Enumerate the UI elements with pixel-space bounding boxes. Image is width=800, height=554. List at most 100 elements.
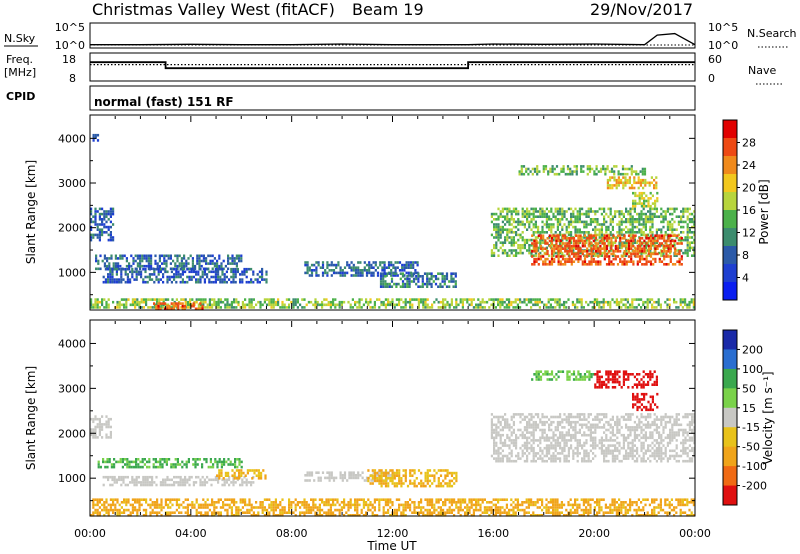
heatmap-cell [537, 246, 540, 250]
heatmap-cell [98, 231, 101, 234]
heatmap-cell [590, 242, 593, 245]
heatmap-cell [191, 506, 194, 509]
heatmap-cell [92, 233, 95, 237]
heatmap-cell [96, 436, 99, 439]
heatmap-cell [376, 471, 379, 475]
heatmap-cell [112, 236, 115, 239]
heatmap-cell [521, 501, 524, 504]
heatmap-cell [179, 273, 182, 276]
heatmap-cell [185, 465, 188, 469]
heatmap-cell [401, 263, 404, 267]
heatmap-cell [607, 215, 610, 218]
heatmap-cell [125, 501, 128, 504]
heatmap-cell [567, 233, 570, 237]
heatmap-cell [238, 469, 241, 472]
heatmap-cell [597, 255, 600, 258]
heatmap-cell [133, 478, 136, 482]
heatmap-cell [648, 300, 651, 304]
heatmap-cell [400, 306, 403, 309]
heatmap-cell [630, 167, 633, 171]
heatmap-cell [490, 506, 493, 509]
heatmap-cell [634, 250, 637, 253]
heatmap-cell [197, 303, 200, 307]
heatmap-cell [368, 271, 371, 275]
heatmap-cell [129, 481, 132, 484]
heatmap-cell [153, 506, 156, 509]
heatmap-cell [169, 498, 172, 501]
heatmap-cell [430, 277, 433, 281]
heatmap-cell [321, 498, 324, 501]
heatmap-cell [582, 306, 585, 309]
heatmap-cell [641, 250, 644, 253]
heatmap-cell [459, 300, 462, 304]
heatmap-cell [112, 207, 115, 211]
heatmap-cell [629, 218, 632, 221]
heatmap-cell [158, 259, 161, 263]
heatmap-cell [200, 264, 203, 268]
heatmap-cell [558, 172, 561, 176]
heatmap-cell [506, 238, 509, 242]
heatmap-cell [450, 272, 453, 275]
heatmap-cell [550, 252, 554, 256]
heatmap-cell [153, 511, 156, 514]
heatmap-cell [417, 506, 420, 509]
heatmap-cell [555, 255, 558, 258]
heatmap-cell [649, 197, 652, 200]
heatmap-cell [157, 304, 160, 308]
heatmap-cell [523, 215, 526, 218]
heatmap-cell [163, 254, 166, 258]
heatmap-cell [536, 298, 539, 301]
heatmap-cell [317, 479, 320, 482]
heatmap-cell [530, 228, 533, 231]
heatmap-cell [101, 231, 104, 234]
heatmap-cell [616, 255, 620, 258]
heatmap-cell [142, 483, 145, 487]
heatmap-cell [598, 228, 601, 231]
heatmap-cell [635, 298, 638, 301]
heatmap-cell [217, 475, 220, 479]
heatmap-cell [401, 266, 404, 269]
heatmap-cell [417, 280, 420, 283]
heatmap-cell [382, 282, 385, 286]
heatmap-cell [354, 508, 357, 512]
heatmap-cell [213, 257, 216, 260]
heatmap-cell [647, 237, 650, 240]
heatmap-cell [389, 469, 392, 472]
heatmap-cell [332, 303, 335, 307]
heatmap-cell [574, 215, 577, 218]
heatmap-cell [113, 278, 116, 281]
heatmap-cell [620, 298, 623, 301]
heatmap-cell [409, 303, 412, 307]
heatmap-cell [503, 508, 506, 512]
heatmap-cell [214, 273, 217, 276]
heatmap-cell [586, 167, 589, 171]
heatmap-cell [593, 306, 596, 309]
heatmap-cell [393, 306, 396, 309]
heatmap-cell [454, 280, 457, 283]
heatmap-cell [576, 498, 579, 501]
heatmap-cell [160, 501, 163, 504]
heatmap-cell [129, 503, 132, 507]
heatmap-cell [543, 506, 546, 509]
heatmap-cell [620, 220, 623, 224]
heatmap-cell [325, 514, 328, 517]
heatmap-cell [542, 165, 545, 168]
heatmap-cell [230, 498, 233, 501]
heatmap-cell [488, 506, 491, 509]
heatmap-cell [669, 212, 672, 216]
heatmap-cell [693, 210, 696, 213]
heatmap-cell [627, 231, 630, 234]
heatmap-cell [590, 263, 593, 266]
heatmap-cell [466, 300, 469, 304]
heatmap-cell [505, 306, 508, 309]
heatmap-cell [603, 210, 606, 213]
heatmap-cell [563, 210, 566, 213]
heatmap-cell [605, 255, 609, 258]
heatmap-cell [328, 474, 331, 477]
heatmap-cell [193, 300, 196, 304]
heatmap-cell [574, 503, 577, 507]
heatmap-cell [625, 210, 628, 213]
heatmap-cell [551, 165, 554, 168]
heatmap-cell [146, 478, 149, 482]
